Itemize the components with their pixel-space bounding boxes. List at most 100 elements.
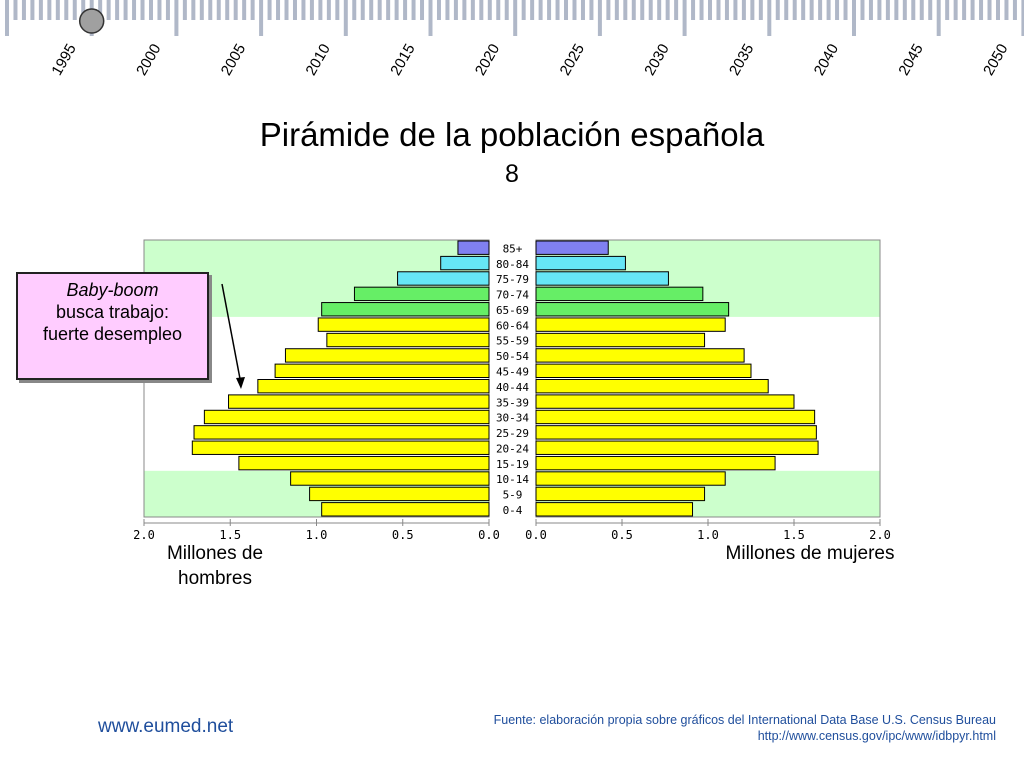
timeline-tick	[733, 0, 738, 20]
timeline-major-tick	[597, 0, 602, 36]
bar-women-15-19	[535, 455, 776, 471]
bar-men-0-4	[321, 502, 490, 517]
timeline-tick	[487, 0, 492, 20]
timeline-tick	[352, 0, 357, 20]
timeline-major-tick	[767, 0, 772, 36]
bar-men-30-34	[203, 409, 490, 425]
timeline-tick	[98, 0, 103, 20]
timeline-tick	[21, 0, 26, 20]
timeline-tick	[165, 0, 170, 20]
timeline-tick	[292, 0, 297, 20]
timeline-tick	[775, 0, 780, 20]
timeline-tick	[589, 0, 594, 20]
right-plot-frame	[535, 239, 881, 518]
timeline-slider-handle[interactable]	[78, 8, 105, 34]
timeline-tick	[902, 0, 907, 20]
timeline-tick	[741, 0, 746, 20]
timeline-tick	[691, 0, 696, 20]
left-tick-label: 0.5	[392, 528, 414, 542]
timeline-major-tick	[174, 0, 179, 36]
timeline-tick	[360, 0, 365, 20]
timeline-tick	[335, 0, 340, 20]
bar-women-75-79	[535, 271, 669, 286]
bar-men-40-44	[257, 379, 490, 394]
timeline-tick	[1012, 0, 1017, 20]
timeline-year-label[interactable]: 2050	[980, 41, 1011, 78]
bar-men-70-74	[353, 286, 490, 302]
timeline-tick	[758, 0, 763, 20]
source-note: Fuente: elaboración propia sobre gráfico…	[494, 712, 996, 744]
timeline-year-label[interactable]: 2030	[641, 41, 672, 78]
timeline-tick	[987, 0, 992, 20]
bar-men-75-79	[397, 271, 490, 286]
timeline-major-tick	[682, 0, 687, 36]
timeline-tick	[911, 0, 916, 20]
timeline-tick	[38, 0, 43, 20]
timeline-tick	[132, 0, 137, 20]
timeline-year-label[interactable]: 2035	[726, 41, 757, 78]
timeline-tick	[979, 0, 984, 20]
timeline-major-tick	[343, 0, 348, 36]
timeline-tick	[115, 0, 120, 20]
timeline-tick	[606, 0, 611, 20]
timeline-tick	[953, 0, 958, 20]
timeline-year-label[interactable]: 2045	[895, 41, 926, 78]
bar-women-10-14	[535, 471, 726, 486]
timeline-year-label[interactable]: 2040	[811, 41, 842, 78]
age-group-label: 35-39	[496, 396, 529, 409]
bar-men-10-14	[290, 471, 490, 486]
timeline-tick	[860, 0, 865, 20]
timeline-year-label[interactable]: 2015	[387, 41, 418, 78]
timeline-tick	[216, 0, 221, 20]
timeline-tick	[648, 0, 653, 20]
bar-women-70-74	[535, 286, 704, 302]
timeline-year-label[interactable]: 2020	[472, 41, 503, 78]
timeline-tick	[699, 0, 704, 20]
timeline-tick	[470, 0, 475, 20]
timeline-tick	[885, 0, 890, 20]
timeline-tick	[521, 0, 526, 20]
bar-women-55-59	[535, 332, 706, 348]
timeline-tick	[580, 0, 585, 20]
bar-men-15-19	[238, 455, 490, 471]
timeline-tick	[284, 0, 289, 20]
source-url[interactable]: http://www.census.gov/ipc/www/idbpyr.htm…	[757, 729, 996, 743]
bar-women-40-44	[535, 379, 769, 394]
bar-men-85+	[457, 240, 490, 255]
bar-men-25-29	[193, 425, 490, 440]
timeline-tick	[572, 0, 577, 20]
bar-men-20-24	[191, 440, 490, 455]
bar-women-25-29	[535, 425, 817, 440]
timeline-tick	[199, 0, 204, 20]
timeline-tick	[614, 0, 619, 20]
page-subtitle: 8	[505, 160, 519, 188]
age-group-label: 55-59	[496, 335, 529, 348]
timeline-tick	[708, 0, 713, 20]
left-tick-label: 0.0	[478, 528, 500, 542]
website-link[interactable]: www.eumed.net	[98, 716, 234, 737]
timeline-tick	[462, 0, 467, 20]
timeline-major-tick	[5, 0, 9, 36]
bar-women-50-54	[535, 348, 745, 363]
page-title: Pirámide de la población española	[259, 116, 765, 153]
timeline-tick	[724, 0, 729, 20]
timeline-tick	[818, 0, 823, 20]
timeline-year-label[interactable]: 2025	[557, 41, 588, 78]
age-group-label: 20-24	[496, 442, 529, 455]
timeline-year-label[interactable]: 2005	[218, 41, 249, 78]
right-tick-label: 0.0	[525, 528, 547, 542]
age-group-label: 70-74	[496, 289, 529, 302]
timeline-year-label[interactable]: 2000	[133, 41, 164, 78]
timeline-tick	[208, 0, 213, 20]
age-group-label: 30-34	[496, 412, 529, 425]
timeline-year-label[interactable]: 2010	[302, 41, 333, 78]
timeline-tick	[326, 0, 331, 20]
bar-women-30-34	[535, 409, 816, 425]
timeline-tick	[640, 0, 645, 20]
timeline-tick	[106, 0, 111, 20]
timeline-tick	[420, 0, 425, 20]
timeline-year-label[interactable]: 1995	[48, 41, 79, 78]
year-timeline[interactable]: 1995 2000 2005 2010 2015 2020 2025 2030 2035 2040…	[0, 0, 1024, 96]
timeline-tick	[479, 0, 484, 20]
bar-women-0-4	[535, 502, 694, 517]
